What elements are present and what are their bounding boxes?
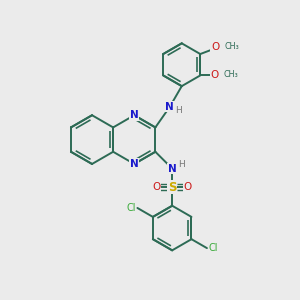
Text: H: H	[178, 160, 185, 169]
Text: O: O	[184, 182, 192, 192]
Text: Cl: Cl	[126, 203, 136, 213]
Text: CH₃: CH₃	[224, 42, 239, 51]
Text: O: O	[153, 182, 161, 192]
Text: H: H	[175, 106, 182, 115]
Text: N: N	[130, 159, 139, 169]
Text: N: N	[166, 102, 174, 112]
Text: O: O	[211, 43, 219, 52]
Text: CH₃: CH₃	[224, 70, 238, 79]
Text: S: S	[168, 181, 176, 194]
Text: Cl: Cl	[209, 243, 218, 253]
Text: N: N	[130, 110, 139, 120]
Text: O: O	[210, 70, 219, 80]
Text: N: N	[168, 164, 177, 174]
